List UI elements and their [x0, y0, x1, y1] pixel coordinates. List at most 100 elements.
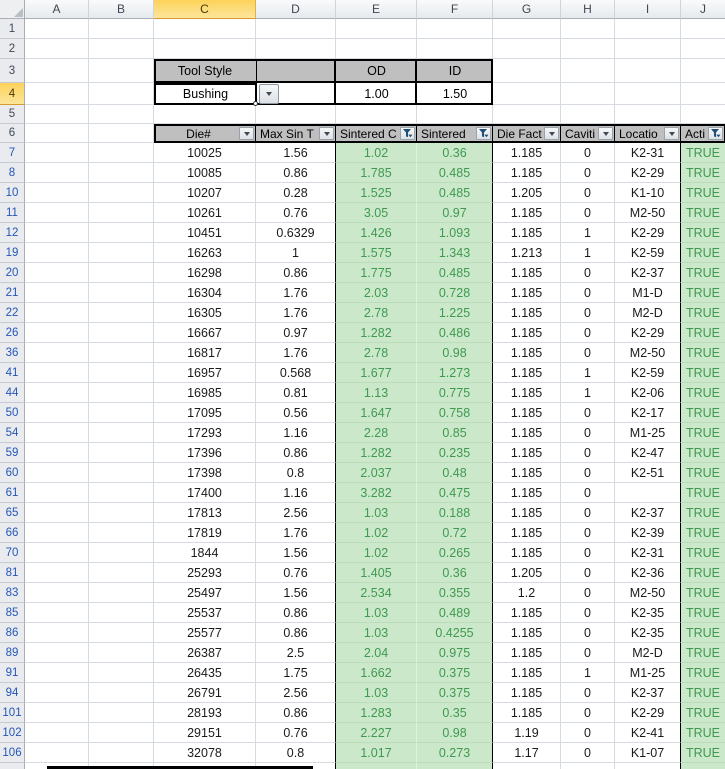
cell[interactable] — [89, 323, 154, 343]
cell-G7[interactable]: 1.185 — [493, 143, 561, 163]
cell-G11[interactable]: 1.185 — [493, 203, 561, 223]
cell-J81[interactable]: TRUE — [681, 563, 725, 583]
cell-C19[interactable]: 16263 — [154, 243, 256, 263]
row-header-20[interactable]: 20 — [0, 263, 25, 283]
row-header-22[interactable]: 22 — [0, 303, 25, 323]
cell-E89[interactable]: 2.04 — [336, 643, 417, 663]
row-header-61[interactable]: 61 — [0, 483, 25, 503]
cell-E70[interactable]: 1.02 — [336, 543, 417, 563]
cell-E81[interactable]: 1.405 — [336, 563, 417, 583]
cell-G61[interactable]: 1.185 — [493, 483, 561, 503]
cell[interactable] — [256, 105, 336, 124]
row-header-54[interactable]: 54 — [0, 423, 25, 443]
cell[interactable] — [25, 423, 89, 443]
cell[interactable] — [25, 303, 89, 323]
cell-F106[interactable]: 0.273 — [417, 743, 493, 763]
row-header-59[interactable]: 59 — [0, 443, 25, 463]
row-header-70[interactable]: 70 — [0, 543, 25, 563]
cell-I12[interactable]: K2-29 — [615, 223, 681, 243]
cell-C91[interactable]: 26435 — [154, 663, 256, 683]
row-header-3[interactable]: 3 — [0, 59, 25, 83]
cell[interactable] — [25, 623, 89, 643]
cell-I60[interactable]: K2-51 — [615, 463, 681, 483]
cell-C12[interactable]: 10451 — [154, 223, 256, 243]
cell[interactable] — [25, 523, 89, 543]
cell[interactable] — [89, 643, 154, 663]
filter-header-die-fact[interactable]: Die Fact — [493, 124, 561, 143]
column-header-J[interactable]: J — [681, 0, 725, 19]
cell-D102[interactable]: 0.76 — [256, 723, 336, 743]
cell-F44[interactable]: 0.775 — [417, 383, 493, 403]
cell[interactable] — [89, 503, 154, 523]
cell[interactable] — [89, 363, 154, 383]
cell[interactable] — [561, 763, 615, 769]
cell-J61[interactable]: TRUE — [681, 483, 725, 503]
cell[interactable] — [89, 603, 154, 623]
cell-D36[interactable]: 1.76 — [256, 343, 336, 363]
cell-J7[interactable]: TRUE — [681, 143, 725, 163]
cell-D106[interactable]: 0.8 — [256, 743, 336, 763]
cell-J8[interactable]: TRUE — [681, 163, 725, 183]
cell-F7[interactable]: 0.36 — [417, 143, 493, 163]
cell-C81[interactable]: 25293 — [154, 563, 256, 583]
cell-C89[interactable]: 26387 — [154, 643, 256, 663]
filter-dropdown-button[interactable] — [598, 127, 613, 140]
cell[interactable] — [25, 543, 89, 563]
cell-H21[interactable]: 0 — [561, 283, 615, 303]
cell-H60[interactable]: 0 — [561, 463, 615, 483]
cell[interactable] — [417, 105, 493, 124]
cell-G44[interactable]: 1.185 — [493, 383, 561, 403]
cell-H11[interactable]: 0 — [561, 203, 615, 223]
cell-H7[interactable]: 0 — [561, 143, 615, 163]
cell[interactable] — [561, 39, 615, 59]
cell-D8[interactable]: 0.86 — [256, 163, 336, 183]
cell-G70[interactable]: 1.185 — [493, 543, 561, 563]
row-header-8[interactable]: 8 — [0, 163, 25, 183]
cell-H41[interactable]: 1 — [561, 363, 615, 383]
filter-active-button[interactable] — [708, 127, 723, 140]
cell[interactable] — [89, 243, 154, 263]
row-header-26[interactable]: 26 — [0, 323, 25, 343]
cell-G59[interactable]: 1.185 — [493, 443, 561, 463]
cell-I44[interactable]: K2-06 — [615, 383, 681, 403]
cell-E7[interactable]: 1.02 — [336, 143, 417, 163]
cell[interactable] — [615, 763, 681, 769]
row-header-7[interactable]: 7 — [0, 143, 25, 163]
cell-C10[interactable]: 10207 — [154, 183, 256, 203]
row-header-66[interactable]: 66 — [0, 523, 25, 543]
cell[interactable] — [493, 39, 561, 59]
cell-J106[interactable]: TRUE — [681, 743, 725, 763]
cell-E12[interactable]: 1.426 — [336, 223, 417, 243]
cell-F12[interactable]: 1.093 — [417, 223, 493, 243]
filter-dropdown-button[interactable] — [239, 127, 254, 140]
cell-D50[interactable]: 0.56 — [256, 403, 336, 423]
cell-J11[interactable]: TRUE — [681, 203, 725, 223]
column-header-H[interactable]: H — [561, 0, 615, 19]
cell[interactable] — [615, 19, 681, 39]
cell-D22[interactable]: 1.76 — [256, 303, 336, 323]
cell-H10[interactable]: 0 — [561, 183, 615, 203]
cell[interactable] — [89, 59, 154, 83]
cell-H44[interactable]: 1 — [561, 383, 615, 403]
cell[interactable] — [89, 723, 154, 743]
cell-H8[interactable]: 0 — [561, 163, 615, 183]
cell-E26[interactable]: 1.282 — [336, 323, 417, 343]
cell-H12[interactable]: 1 — [561, 223, 615, 243]
cell-C106[interactable]: 32078 — [154, 743, 256, 763]
row-header-41[interactable]: 41 — [0, 363, 25, 383]
cell-J36[interactable]: TRUE — [681, 343, 725, 363]
cell[interactable] — [615, 105, 681, 124]
cell-C36[interactable]: 16817 — [154, 343, 256, 363]
cell-C8[interactable]: 10085 — [154, 163, 256, 183]
cell-F85[interactable]: 0.489 — [417, 603, 493, 623]
cell-D81[interactable]: 0.76 — [256, 563, 336, 583]
cell-G94[interactable]: 1.185 — [493, 683, 561, 703]
cell-C61[interactable]: 17400 — [154, 483, 256, 503]
cell-E83[interactable]: 2.534 — [336, 583, 417, 603]
cell[interactable] — [25, 343, 89, 363]
cell-I54[interactable]: M1-25 — [615, 423, 681, 443]
cell-I50[interactable]: K2-17 — [615, 403, 681, 423]
cell-G20[interactable]: 1.185 — [493, 263, 561, 283]
cell-I86[interactable]: K2-35 — [615, 623, 681, 643]
cell-I89[interactable]: M2-D — [615, 643, 681, 663]
